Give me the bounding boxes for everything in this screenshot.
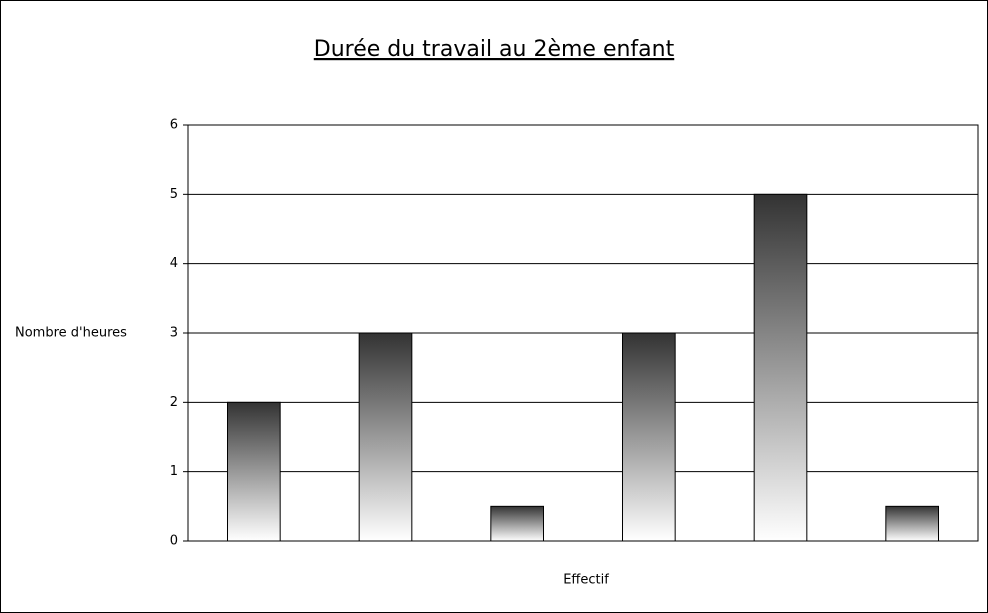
bar (490, 505, 545, 542)
y-tick-label: 0 (170, 534, 178, 549)
y-tick-label: 5 (170, 187, 178, 202)
x-axis-label: Effectif (563, 573, 609, 588)
bar (753, 193, 808, 542)
chart-title: Durée du travail au 2ème enfant (314, 37, 675, 62)
bar (885, 505, 939, 542)
y-axis-label: Nombre d'heures (15, 326, 127, 341)
y-tick-label: 3 (170, 326, 178, 341)
bar (227, 401, 281, 542)
y-tick-label: 6 (170, 118, 178, 133)
bar (358, 332, 413, 542)
y-tick-label: 1 (170, 464, 178, 479)
bar (622, 332, 676, 542)
y-tick-label: 4 (170, 256, 178, 271)
y-tick-label: 2 (170, 395, 178, 410)
